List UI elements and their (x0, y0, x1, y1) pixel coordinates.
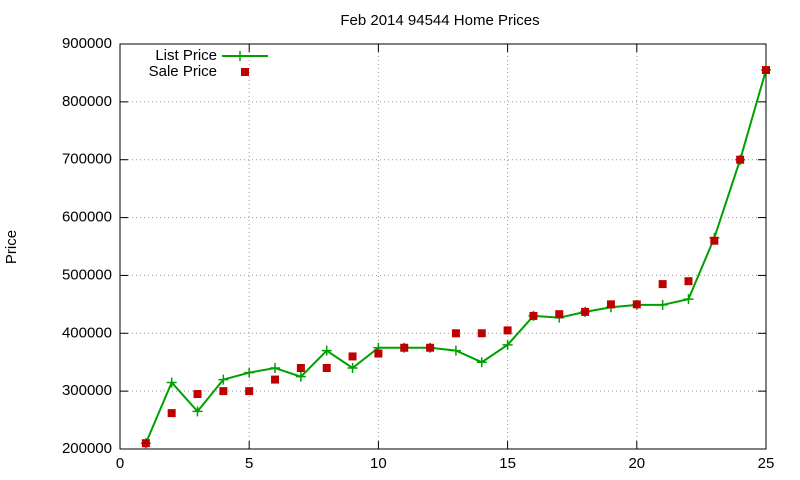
legend-label: List Price (155, 47, 217, 64)
point (683, 294, 694, 305)
point (606, 300, 615, 309)
line (144, 69, 767, 444)
point (244, 367, 255, 378)
x-tick-label: 25 (758, 455, 775, 472)
y-tick-label: 200000 (62, 440, 112, 457)
y-tick-label: 600000 (62, 209, 112, 226)
point (193, 390, 202, 399)
point (296, 364, 305, 372)
x-tick-label: 15 (499, 455, 516, 472)
x-tick-label: 0 (116, 455, 124, 472)
point (218, 374, 229, 385)
y-tick-label: 700000 (62, 151, 112, 168)
point (710, 236, 719, 245)
y-axis-label: Price (3, 230, 20, 264)
point (245, 387, 254, 396)
point (270, 363, 281, 373)
legend-marker (235, 51, 245, 61)
point (503, 326, 512, 335)
y-tick-label: 500000 (62, 266, 112, 283)
point (736, 155, 745, 164)
y-tick-label: 400000 (62, 324, 112, 341)
point (166, 377, 177, 388)
point (451, 329, 460, 338)
point (192, 406, 203, 417)
point (295, 371, 306, 382)
point (684, 277, 693, 286)
chart-title: Feb 2014 94544 Home Prices (340, 12, 539, 29)
point (529, 311, 538, 320)
y-tick-label: 300000 (62, 382, 112, 399)
point (657, 299, 668, 310)
point (555, 310, 564, 319)
x-tick-label: 5 (245, 455, 253, 472)
point (348, 352, 357, 361)
point (502, 339, 513, 350)
point (426, 343, 435, 352)
point (322, 364, 331, 372)
point (141, 439, 150, 448)
point (450, 345, 461, 356)
point (400, 343, 409, 352)
point (321, 345, 332, 356)
y-tick-label: 900000 (62, 35, 112, 52)
point (167, 409, 176, 418)
point (762, 66, 770, 75)
point (219, 387, 228, 396)
point (581, 307, 590, 316)
y-tick-label: 800000 (62, 93, 112, 110)
point (347, 363, 358, 373)
point (476, 357, 487, 368)
plot-frame (119, 43, 767, 450)
point (477, 329, 486, 338)
x-tick-label: 20 (628, 455, 645, 472)
legend-marker (241, 68, 249, 76)
point (374, 349, 383, 358)
x-tick-label: 10 (370, 455, 387, 472)
point (658, 280, 667, 289)
legend-label: Sale Price (149, 63, 217, 80)
point (632, 300, 641, 309)
point (271, 375, 280, 384)
